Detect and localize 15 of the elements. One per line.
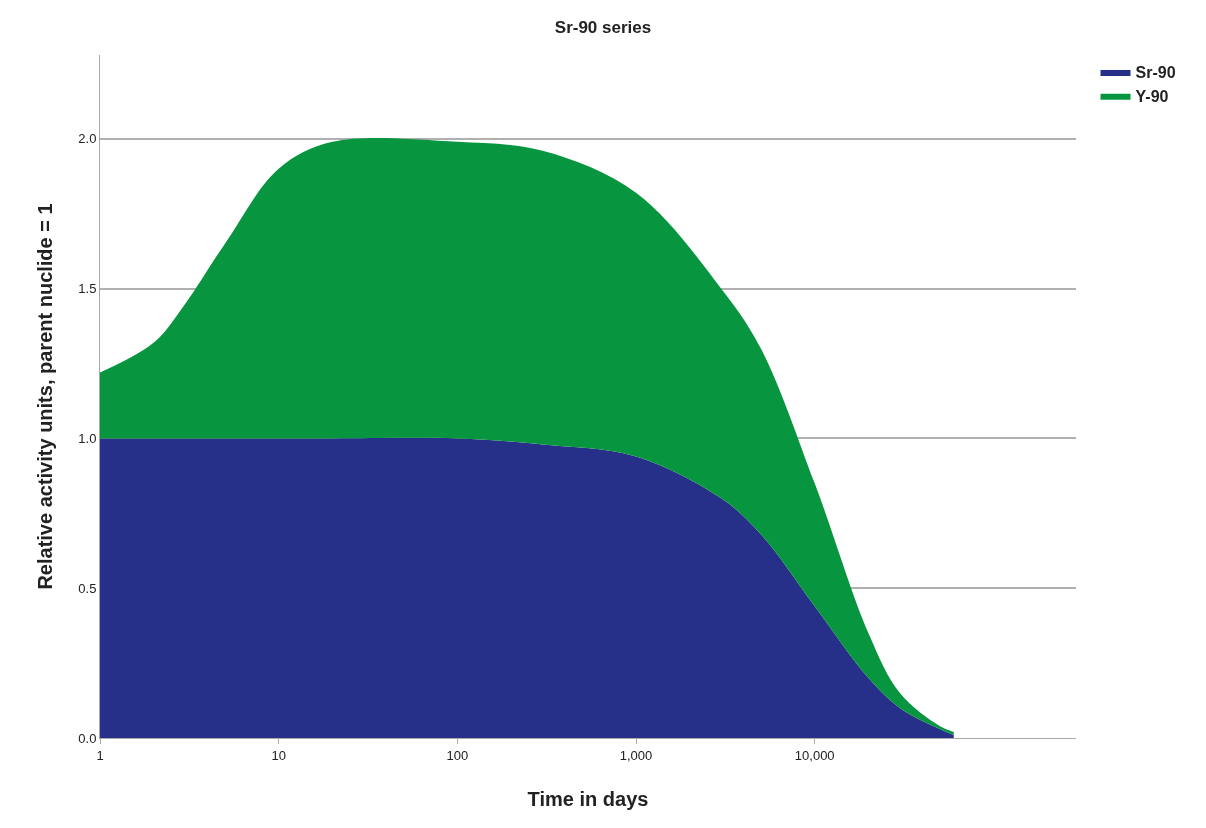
y-tick-label: 0.5: [78, 580, 97, 596]
x-axis-title: Time in days: [527, 788, 649, 811]
chart-title: Sr-90 series: [554, 17, 652, 37]
x-tick-label: 10: [271, 747, 286, 763]
legend-label: Y-90: [1135, 87, 1169, 105]
y-tick-label: 2.0: [78, 131, 97, 147]
y-tick-label: 0.0: [78, 730, 97, 746]
legend-label: Sr-90: [1135, 64, 1176, 82]
y-tick-label: 1.0: [78, 430, 97, 446]
x-tick-label: 1: [96, 747, 104, 763]
x-tick-label: 10,000: [794, 747, 835, 763]
x-tick-label: 1,000: [619, 747, 653, 763]
y-tick-label: 1.5: [78, 281, 97, 297]
y-axis-title: Relative activity units, parent nuclide = 1: [33, 203, 56, 590]
x-tick-label: 100: [446, 747, 469, 763]
